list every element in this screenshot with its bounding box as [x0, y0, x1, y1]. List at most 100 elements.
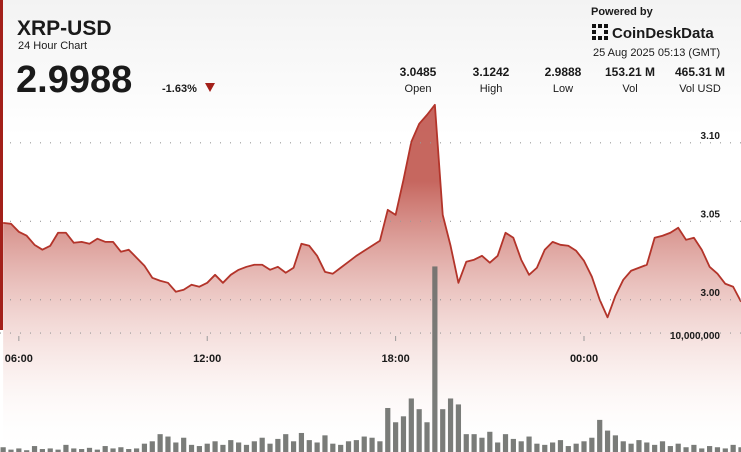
volume-bar [173, 442, 179, 452]
volume-bar [196, 446, 202, 452]
down-indicator [205, 83, 215, 92]
stat-value: 465.31 M [675, 65, 725, 79]
volume-bar [86, 447, 93, 452]
y-tick-label: 3.00 [701, 288, 721, 299]
volume-bar [667, 446, 673, 452]
volume-bar [738, 447, 741, 452]
volume-bar [157, 434, 163, 452]
volume-bar [290, 441, 297, 452]
volume-bar [691, 444, 697, 452]
volume-bar [714, 447, 721, 452]
volume-bar [620, 441, 626, 452]
stat-label: Vol USD [679, 83, 721, 95]
stat-value: 2.9888 [545, 65, 582, 79]
y-tick-label: 3.10 [701, 131, 721, 142]
volume-bar [306, 440, 312, 452]
volume-bar [24, 450, 30, 452]
volume-bar [581, 441, 587, 452]
volume-bar [345, 441, 352, 452]
volume-bar [63, 444, 69, 452]
stat-label: Vol [622, 83, 637, 95]
volume-bar [79, 449, 85, 452]
volume-bar [408, 398, 414, 452]
volume-bar [440, 409, 446, 452]
volume-bar [518, 441, 524, 452]
volume-bar [707, 446, 713, 452]
x-tick-label: 00:00 [570, 353, 598, 365]
volume-bar [542, 444, 548, 452]
volume-bar [565, 446, 571, 452]
volume-bar [118, 447, 124, 452]
volume-bar [275, 438, 281, 452]
stat-value: 153.21 M [605, 65, 655, 79]
stats: 3.0485 Open 3.1242 High 2.9888 Low 153.21 M Vol… [400, 65, 725, 95]
volume-bar [243, 444, 250, 452]
volume-bar [212, 441, 218, 452]
volume-bar [628, 443, 634, 452]
volume-bar [730, 444, 736, 452]
volume-bar [479, 437, 485, 452]
volume-bar [110, 448, 116, 452]
volume-bar [188, 444, 195, 452]
stat-label: High [480, 83, 503, 95]
volume-bar [699, 448, 705, 452]
change: -1.63% [162, 83, 197, 95]
timestamp: 25 Aug 2025 05:13 (GMT) [593, 47, 720, 59]
volume-bar [369, 437, 375, 452]
volume-bar [236, 442, 242, 452]
volume-bar [31, 446, 38, 452]
volume-bar [361, 436, 367, 452]
powered-by: Powered by [591, 6, 654, 18]
volume-bar [204, 443, 210, 452]
volume-bar [526, 436, 532, 452]
volume-bar [659, 441, 666, 452]
volume-bar [636, 440, 642, 452]
volume-bar [353, 440, 359, 452]
volume-bar [94, 449, 100, 452]
volume-bar [416, 409, 422, 452]
volume-bar [597, 419, 603, 452]
volume-bar [400, 416, 407, 452]
volume-bar [385, 407, 391, 452]
brand-logo [592, 24, 608, 40]
volume-bar [510, 438, 516, 452]
volume-bar [165, 436, 171, 452]
volume-bar [644, 442, 650, 452]
volume-bar [141, 443, 148, 452]
volume-bar [573, 443, 579, 452]
volume-bar [330, 443, 336, 452]
brand: CoinDeskData [612, 25, 714, 42]
volume-bar [298, 432, 305, 452]
y2-tick-label: 10,000,000 [670, 331, 720, 342]
volume-bar [181, 437, 187, 452]
volume-bar [722, 448, 728, 452]
volume-bar [228, 440, 234, 452]
volume-bar [604, 430, 611, 452]
volume-bar [267, 443, 273, 452]
volume-bar [432, 266, 438, 452]
volume-bar [471, 434, 477, 452]
volume-bar [534, 443, 540, 452]
volume-bar [487, 431, 493, 452]
volume-bar [71, 448, 77, 452]
volume-bar [589, 437, 595, 452]
volume-bar [463, 434, 469, 452]
volume-bar [322, 435, 328, 452]
volume-bar [455, 404, 462, 452]
volume-bar [283, 434, 289, 452]
volume-bar [557, 440, 564, 452]
volume-bar [393, 422, 399, 452]
volume-bar [39, 449, 45, 452]
subtitle: 24 Hour Chart [18, 40, 87, 52]
stat-label: Low [553, 83, 573, 95]
volume-bar [133, 448, 140, 452]
volume-bar [55, 449, 61, 452]
volume-bar [126, 449, 132, 452]
volume-bar [683, 447, 689, 452]
volume-bar [338, 444, 344, 452]
volume-bar [447, 398, 454, 452]
volume-bar [495, 442, 501, 452]
accent-bar [0, 0, 3, 330]
price: 2.9988 [16, 59, 132, 101]
